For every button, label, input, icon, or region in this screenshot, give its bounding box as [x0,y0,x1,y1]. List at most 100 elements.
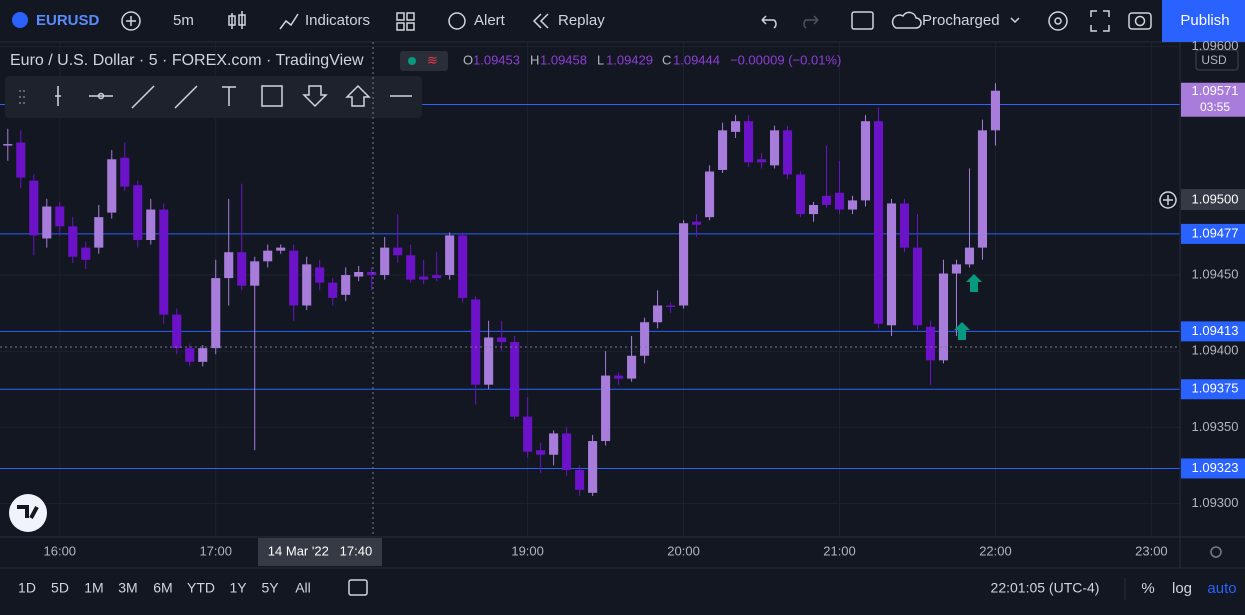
rect-icon[interactable] [851,11,874,30]
candle-body [860,121,871,201]
candle-body [263,250,273,262]
range-button[interactable]: 5Y [261,580,279,596]
candle-body [821,195,832,205]
add-alert-icon[interactable] [1159,191,1177,209]
publish[interactable]: Publish [1180,12,1229,29]
candle-body [743,121,754,163]
axis-settings[interactable] [1210,546,1222,558]
tool-line[interactable] [174,85,198,109]
y-tick-label: 1.09400 [1192,343,1239,358]
arrow-marker [966,274,982,292]
line-price-box [1181,379,1245,400]
range-button[interactable]: 3M [118,580,137,596]
candle-body [146,209,156,240]
range-button[interactable]: All [295,580,311,596]
x-tick-label: 20:00 [667,543,700,558]
candle-body [679,223,689,306]
ohlc-value: 1.09458 [540,52,587,67]
camera-icon[interactable] [1128,12,1152,30]
y-tick-label: 1.09300 [1192,495,1239,510]
candle-body [315,267,325,283]
candle-body [938,273,949,361]
candle-body [29,180,39,236]
scale-option[interactable]: log [1172,580,1192,597]
candle-body [159,209,169,315]
candle-body [484,337,494,385]
ohlc-label: C [662,52,671,67]
candle-body [341,275,351,295]
add-icon[interactable] [121,11,141,31]
candle-body [68,226,78,257]
ohlc-label: H [530,52,539,67]
candle-body [977,130,988,248]
candle-body [925,326,936,361]
candle-body [94,217,104,248]
logo [17,505,39,519]
replay[interactable]: Replay [558,12,605,29]
candle-body [289,250,299,306]
redo-icon[interactable] [803,15,819,29]
interval[interactable]: 5m [173,12,194,29]
last-price: 1.09571 [1192,83,1239,98]
candle-body [276,247,286,251]
candle-body [964,247,975,265]
tool-hray [97,92,105,100]
candle-body [990,90,1001,131]
range-button[interactable]: 1Y [229,580,247,596]
x-tick-label: 23:00 [1135,543,1168,558]
scale-option[interactable]: % [1141,580,1154,597]
tool-trend[interactable] [131,85,155,109]
fullscreen-icon[interactable] [1090,10,1110,32]
candle-body [55,206,65,227]
y-tick-label: 1.09350 [1192,419,1239,434]
range-button[interactable]: 5D [51,580,69,596]
candle-body [120,157,130,187]
flag-icon [12,12,28,28]
symbol[interactable]: EURUSD [36,12,100,29]
alert[interactable]: Alert [474,12,506,29]
range-button[interactable]: YTD [187,580,215,596]
tool-vline[interactable] [55,86,61,106]
candle-body [601,375,611,442]
scale-option[interactable]: auto [1207,580,1236,597]
tool-arrow-down[interactable] [302,85,328,108]
tool-arrow-up[interactable] [345,84,371,107]
publish-button[interactable] [1162,0,1245,42]
candle-body [705,171,715,218]
candle-body [211,278,221,349]
range-button[interactable]: 1M [84,580,103,596]
candle-body [588,441,598,493]
x-tick-label: 22:00 [979,543,1012,558]
indicators[interactable]: Indicators [305,12,370,29]
range-button[interactable]: 1D [18,580,36,596]
candle-body [562,433,572,470]
settings-icon[interactable] [1048,11,1068,31]
tool-rect[interactable] [261,85,283,107]
currency[interactable]: USD [1201,53,1227,67]
date-range-icon[interactable] [348,579,368,596]
x-tick-label: 21:00 [823,543,856,558]
tool-text[interactable] [222,86,236,106]
crosshair-time-box [258,538,382,566]
replay-icon [532,13,549,29]
candle-body [627,355,637,379]
range-button[interactable]: 6M [153,580,172,596]
candle-body [354,271,364,277]
candle-icon[interactable] [228,11,246,29]
layout-name[interactable]: Procharged [922,12,1000,29]
line-price-box [1181,223,1245,244]
currency-box[interactable] [1195,49,1239,71]
candle-body [912,247,923,326]
ohlc-value: 1.09429 [606,52,653,67]
ohlc-value: 1.09444 [673,52,720,67]
line-price-box [1181,321,1245,342]
undo-icon[interactable] [761,15,777,29]
candle-body [328,282,338,298]
alarm-icon [448,12,466,30]
candle-body [549,433,559,455]
y-tick-label: 1.09450 [1192,266,1239,281]
layout-icon[interactable] [396,12,415,31]
candle-body [458,235,468,298]
candle-body [471,299,481,385]
